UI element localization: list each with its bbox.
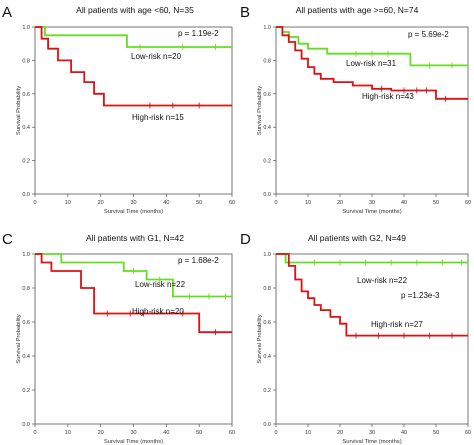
y-tick-label: 0.6 [263, 92, 271, 98]
high-risk-curve [276, 26, 468, 100]
x-tick-label: 30 [130, 200, 136, 206]
y-tick-label: 0.6 [22, 92, 30, 98]
y-axis-label: Survival Probability [257, 86, 263, 135]
panel-letter: D [240, 231, 251, 248]
high-risk-label: High-risk n=27 [371, 320, 423, 329]
panel-d: D All patients with G2, N=49 0.0 0.2 0.4 0.6 0… [240, 231, 471, 445]
y-tick-label: 0.2 [263, 159, 271, 165]
p-value-label: p =1.23e-3 [401, 291, 440, 300]
y-tick-label: 0.2 [22, 388, 30, 394]
x-tick-label: 50 [196, 430, 202, 436]
panel-letter: B [240, 4, 250, 21]
panel-a: A All patients with age <60, N=35 0.0 0.2 0.… [2, 4, 235, 215]
low-risk-curve [35, 253, 232, 298]
y-axis-label: Survival Probability [16, 86, 22, 135]
x-tick-label: 20 [337, 200, 343, 206]
p-value-label: p = 5.69e-2 [408, 30, 449, 39]
x-tick-label: 50 [433, 200, 439, 206]
y-tick-label: 0.4 [263, 125, 271, 131]
p-value-label: p = 1.19e-2 [178, 29, 219, 38]
y-tick-label: 1.0 [263, 252, 271, 258]
x-tick-label: 60 [465, 200, 471, 206]
low-risk-label: Low-risk n=22 [135, 280, 186, 289]
x-tick-label: 40 [163, 430, 169, 436]
chart-title: All patients with G1, N=42 [86, 233, 184, 243]
x-axis-label: Survival Time (months) [342, 209, 401, 215]
p-value-label: p = 1.68e-2 [178, 256, 219, 265]
x-tick-label: 60 [229, 200, 235, 206]
chart-title: All patients with age >=60, N=74 [296, 5, 419, 15]
y-axis-label: Survival Probability [257, 314, 263, 363]
panel-b: B All patients with age >=60, N=74 0.0 0.2 0… [240, 4, 471, 215]
y-tick-label: 0.4 [263, 354, 271, 360]
low-risk-curve [276, 26, 468, 67]
x-tick-label: 40 [401, 200, 407, 206]
low-risk-curve [35, 26, 232, 48]
low-risk-curve [276, 253, 468, 264]
y-tick-label: 0.8 [263, 58, 271, 64]
x-tick-label: 0 [33, 430, 36, 436]
high-risk-curve [35, 253, 232, 334]
x-tick-label: 40 [401, 430, 407, 436]
y-axis-label: Survival Probability [16, 314, 22, 363]
y-tick-label: 0.0 [263, 422, 271, 428]
x-tick-label: 60 [465, 430, 471, 436]
y-tick-label: 0.2 [22, 159, 30, 165]
x-tick-label: 50 [196, 200, 202, 206]
low-risk-label: Low-risk n=20 [131, 52, 182, 61]
y-tick-label: 0.8 [263, 286, 271, 292]
y-tick-label: 0.4 [22, 354, 30, 360]
panel-letter: A [2, 4, 12, 21]
x-tick-label: 10 [65, 430, 71, 436]
y-tick-label: 0.6 [263, 320, 271, 326]
x-tick-label: 0 [274, 430, 277, 436]
y-tick-label: 0.6 [22, 320, 30, 326]
x-tick-label: 20 [98, 200, 104, 206]
y-tick-label: 0.0 [22, 192, 30, 198]
y-tick-label: 0.8 [22, 58, 30, 64]
y-tick-label: 0.2 [263, 388, 271, 394]
x-tick-label: 60 [229, 430, 235, 436]
high-risk-label: High-risk n=20 [132, 307, 184, 316]
y-tick-label: 1.0 [22, 25, 30, 31]
x-axis-label: Survival Time (months) [104, 209, 163, 215]
y-tick-label: 1.0 [263, 25, 271, 31]
plot-frame [34, 253, 233, 425]
x-tick-label: 50 [433, 430, 439, 436]
x-tick-label: 10 [305, 430, 311, 436]
x-tick-label: 10 [65, 200, 71, 206]
x-tick-label: 20 [98, 430, 104, 436]
x-axis-label: Survival Time (months) [342, 439, 401, 445]
x-tick-label: 0 [274, 200, 277, 206]
x-axis-label: Survival Time (months) [104, 439, 163, 445]
chart-title: All patients with G2, N=49 [308, 233, 406, 243]
y-tick-label: 1.0 [22, 252, 30, 258]
high-risk-label: High-risk n=43 [362, 92, 414, 101]
panel-c: C All patients with G1, N=42 0.0 0.2 0.4 0.6 0… [2, 231, 235, 445]
x-tick-label: 30 [130, 430, 136, 436]
x-tick-label: 20 [337, 430, 343, 436]
high-risk-curve [276, 253, 468, 337]
x-tick-label: 40 [163, 200, 169, 206]
x-tick-label: 0 [33, 200, 36, 206]
x-tick-label: 10 [305, 200, 311, 206]
low-risk-label: Low-risk n=22 [357, 276, 408, 285]
chart-title: All patients with age <60, N=35 [76, 5, 194, 15]
panel-letter: C [2, 231, 13, 248]
high-risk-label: High-risk n=15 [132, 113, 184, 122]
y-tick-label: 0.0 [263, 192, 271, 198]
low-risk-label: Low-risk n=31 [346, 59, 397, 68]
x-tick-label: 30 [369, 430, 375, 436]
high-risk-curve [35, 26, 232, 107]
y-tick-label: 0.8 [22, 286, 30, 292]
y-tick-label: 0.0 [22, 422, 30, 428]
y-tick-label: 0.4 [22, 125, 30, 131]
x-tick-label: 30 [369, 200, 375, 206]
